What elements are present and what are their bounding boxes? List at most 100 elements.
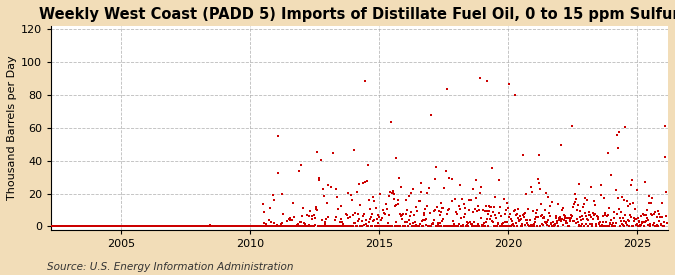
Point [387, 191, 398, 195]
Point [207, 224, 217, 229]
Point [345, 214, 356, 219]
Point [472, 224, 483, 228]
Point [102, 224, 113, 229]
Point [380, 224, 391, 229]
Point [568, 218, 579, 223]
Point [250, 224, 261, 229]
Point [593, 217, 603, 221]
Point [243, 224, 254, 229]
Point [242, 224, 252, 229]
Point [520, 192, 531, 196]
Point [159, 224, 169, 229]
Point [611, 221, 622, 225]
Point [152, 224, 163, 229]
Point [120, 224, 131, 229]
Point [344, 224, 355, 229]
Point [374, 215, 385, 219]
Point [73, 224, 84, 229]
Point [77, 224, 88, 229]
Point [641, 219, 651, 223]
Point [300, 224, 311, 229]
Point [436, 224, 447, 229]
Point [280, 224, 291, 229]
Point [474, 76, 485, 80]
Point [653, 212, 664, 216]
Point [643, 194, 654, 199]
Point [363, 162, 374, 167]
Point [110, 224, 121, 229]
Point [105, 224, 116, 229]
Point [144, 224, 155, 229]
Point [229, 224, 240, 229]
Point [115, 224, 126, 229]
Point [434, 221, 445, 226]
Point [329, 224, 340, 229]
Point [139, 224, 150, 229]
Point [256, 224, 267, 229]
Point [540, 219, 551, 224]
Point [115, 224, 126, 229]
Point [502, 220, 513, 224]
Point [567, 219, 578, 223]
Point [259, 220, 270, 225]
Point [122, 224, 132, 229]
Point [612, 212, 622, 217]
Point [421, 217, 431, 221]
Point [539, 214, 549, 219]
Point [356, 224, 367, 229]
Point [275, 222, 286, 227]
Point [58, 224, 69, 229]
Point [93, 224, 104, 229]
Point [327, 224, 338, 229]
Point [57, 224, 68, 229]
Point [78, 224, 88, 229]
Point [246, 224, 257, 229]
Point [74, 224, 85, 229]
Point [371, 205, 381, 210]
Point [250, 224, 261, 229]
Point [396, 214, 407, 218]
Point [127, 224, 138, 229]
Point [449, 222, 460, 226]
Point [531, 214, 541, 219]
Point [365, 214, 376, 219]
Point [445, 224, 456, 228]
Point [59, 224, 70, 229]
Point [501, 224, 512, 229]
Point [554, 216, 564, 221]
Point [439, 224, 450, 229]
Point [608, 224, 618, 229]
Point [136, 224, 146, 229]
Point [342, 224, 352, 229]
Point [352, 219, 363, 223]
Point [345, 224, 356, 229]
Point [134, 224, 145, 229]
Point [275, 224, 286, 229]
Point [99, 224, 109, 229]
Point [413, 199, 424, 204]
Point [53, 224, 64, 229]
Point [331, 215, 342, 219]
Point [108, 224, 119, 229]
Point [494, 211, 505, 216]
Point [273, 224, 284, 229]
Point [471, 209, 482, 213]
Point [281, 224, 292, 229]
Point [69, 224, 80, 229]
Point [267, 224, 277, 229]
Point [225, 224, 236, 229]
Point [310, 216, 321, 220]
Point [145, 224, 156, 229]
Point [303, 224, 314, 229]
Point [530, 217, 541, 221]
Point [176, 224, 186, 229]
Point [134, 224, 144, 229]
Point [172, 224, 183, 229]
Point [469, 207, 480, 211]
Point [112, 224, 123, 229]
Point [335, 217, 346, 221]
Point [302, 213, 313, 217]
Point [520, 218, 531, 223]
Point [446, 224, 457, 229]
Point [584, 210, 595, 214]
